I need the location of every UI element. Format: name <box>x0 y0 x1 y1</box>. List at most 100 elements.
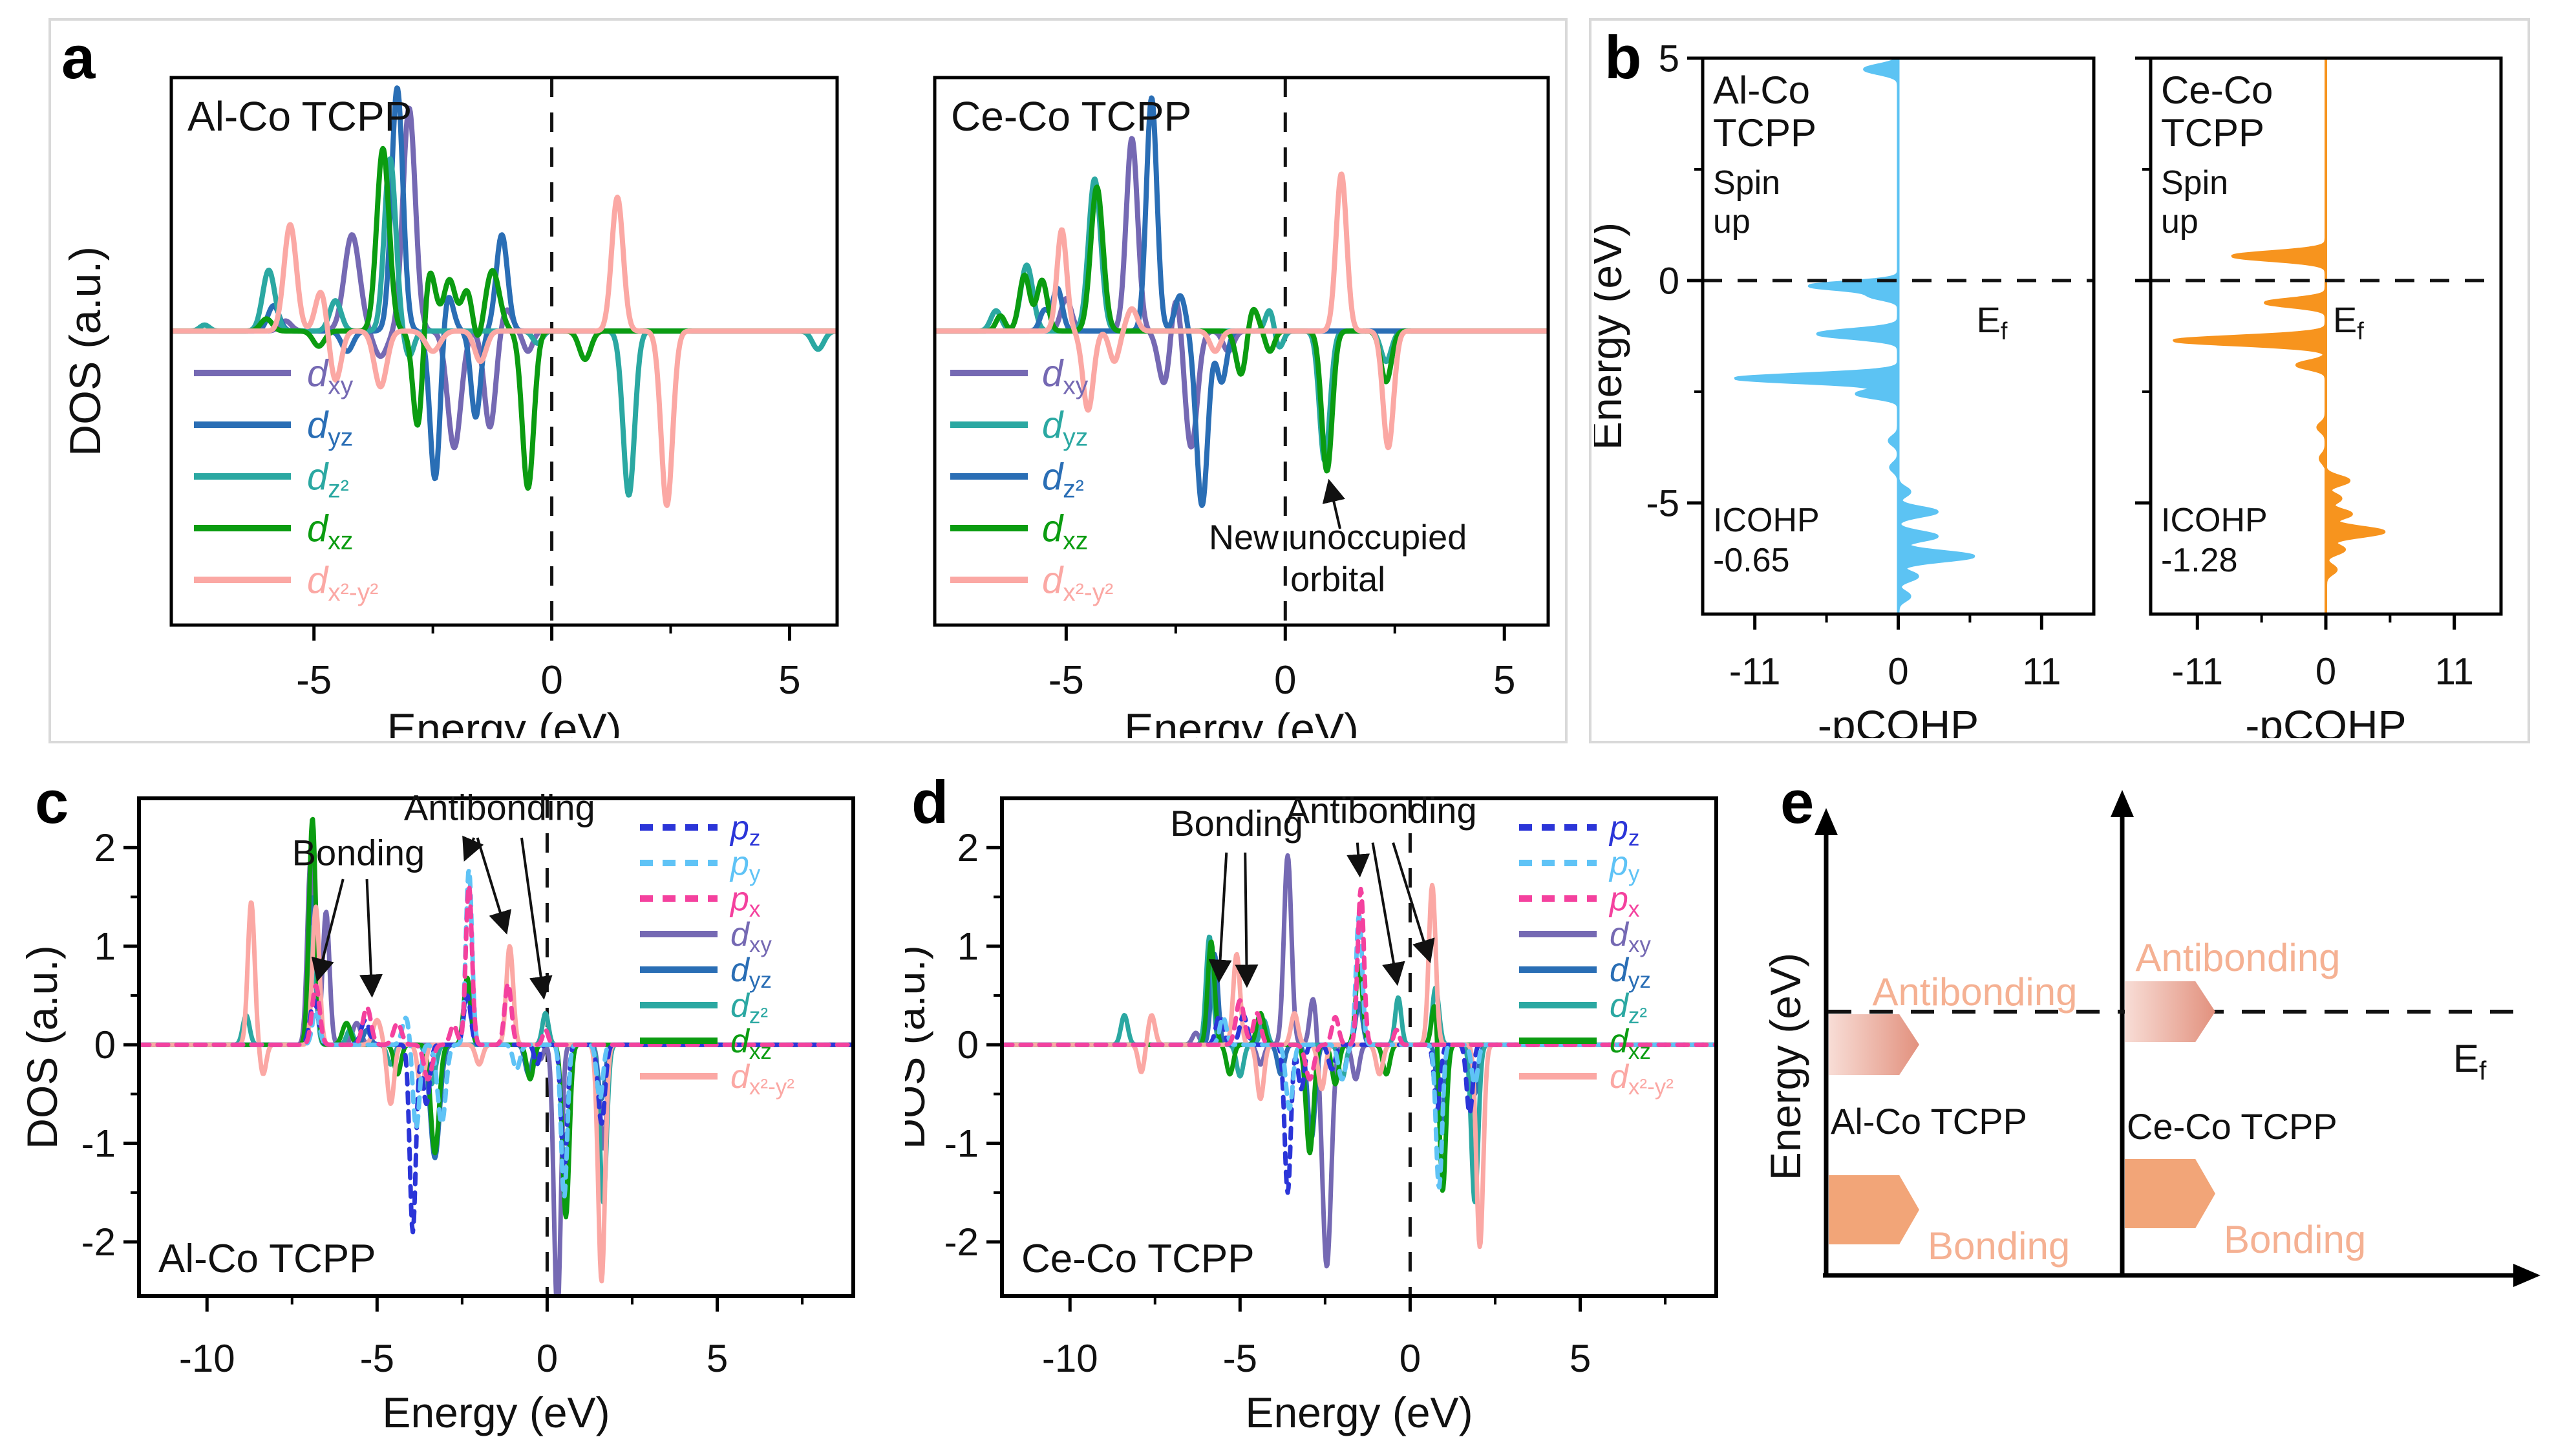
icohp-value: ICOHP <box>1713 502 1820 539</box>
axis-arrowhead <box>2111 790 2134 817</box>
legend-label: dx²-y² <box>730 1058 794 1100</box>
plot-title: Ce-Co TCPP <box>951 93 1191 140</box>
legend-item-d-xz: dxz <box>1519 1023 1651 1064</box>
annotation-text: orbital <box>1290 560 1385 599</box>
bonding-arrow <box>1829 1175 1919 1244</box>
material-label: Ce-Co TCPP <box>2127 1106 2337 1147</box>
x-tick-label: 11 <box>2435 650 2474 692</box>
legend-item-d-x²-y²: dx²-y² <box>194 559 378 606</box>
y-axis-label: Energy (eV) <box>1594 222 1630 450</box>
legend-item-d-xz: dxz <box>950 507 1088 555</box>
pdos-chart-ce-co: -5 0 5 Energy (eV) Ce-Co TCPP dxy dyz dz²dxzdx²… <box>933 76 1550 738</box>
annotation-arrow <box>462 835 484 862</box>
curve-d-x²-y² <box>171 195 837 508</box>
y-tick-label: -2 <box>944 1220 979 1264</box>
y-tick-label: 1 <box>94 925 116 968</box>
annotation-arrow <box>311 878 345 983</box>
legend-label: dyz <box>1042 404 1088 451</box>
legend-item-p-x: px <box>1519 880 1640 922</box>
legend-item-d-xy: dxy <box>194 352 354 399</box>
y-tick-label: -2 <box>81 1220 116 1264</box>
fermi-label: Ef <box>2453 1037 2487 1085</box>
legend-label: dxy <box>307 352 354 399</box>
pdos-chart-al-co: -5 0 5 Energy (eV) DOS (a.u.) Al-Co TCPP dxy dy… <box>61 76 839 738</box>
annotation-arrow <box>359 878 383 998</box>
legend-label: dxy <box>1610 916 1651 957</box>
curve-p-x <box>1002 886 1716 1081</box>
plot-area <box>1002 798 1716 1296</box>
legend-label: py <box>729 845 761 886</box>
panel-a-pdos: a -5 0 5 Energy (eV) DOS (a.u.) Al-Co TCPP dxy… <box>48 18 1568 743</box>
axis-arrowhead <box>1815 808 1838 835</box>
legend-item-p-y: py <box>640 845 761 886</box>
panel-b-cohp: b -11 0 11 5 0 -5 -pCOHP Energy (eV) Al-Co TCPP Sp… <box>1589 18 2530 743</box>
annotation-arrow <box>1347 842 1370 878</box>
legend-label: dxy <box>1042 352 1089 399</box>
annotation-arrow <box>1322 478 1345 529</box>
x-axis-label: Energy (eV) <box>382 1389 610 1436</box>
legend-item-d-xy: dxy <box>1519 916 1651 957</box>
curve-d-z² <box>935 95 1548 508</box>
legend-item-p-x: px <box>640 880 761 922</box>
bonding-label: Bonding <box>1928 1224 2070 1268</box>
plot-area <box>171 78 837 625</box>
legend-item-d-x²-y²: dx²-y² <box>950 559 1113 606</box>
x-axis-label: -pCOHP <box>2245 701 2406 738</box>
x-tick-label: -11 <box>2172 650 2224 692</box>
plot-frame <box>169 76 839 627</box>
legend-label: dyz <box>307 404 353 451</box>
bonding-diagram: Ef Energy (eV) Antibonding Al-Co TCPP Bondin… <box>1762 790 2540 1287</box>
annotation-text: Antibonding <box>404 787 595 828</box>
panel-d-letter: d <box>911 768 949 836</box>
x-tick-label: 0 <box>540 658 562 703</box>
cohp-profile <box>1734 58 1975 614</box>
material-label: Al-Co TCPP <box>1831 1101 2027 1142</box>
x-tick-label: 0 <box>1274 658 1296 703</box>
y-tick-label: 0 <box>1659 260 1679 302</box>
x-tick-label: -11 <box>1729 650 1781 692</box>
plot-frame <box>933 76 1550 627</box>
y-tick-label: 2 <box>957 826 979 869</box>
x-tick-label: 5 <box>1493 658 1515 703</box>
annotation-arrow <box>476 837 512 935</box>
x-tick-label: 0 <box>2315 650 2336 692</box>
x-tick-label: -5 <box>360 1337 394 1380</box>
plot-title: TCPP <box>1713 111 1816 154</box>
axis-arrowhead <box>2513 1264 2540 1287</box>
bonding-label: Bonding <box>2224 1218 2366 1261</box>
plot-title: Al-Co TCPP <box>187 93 412 140</box>
x-tick-label: 0 <box>1400 1337 1421 1380</box>
legend-item-d-xy: dxy <box>640 916 772 957</box>
icohp-value: -1.28 <box>2161 542 2238 579</box>
pdos-pd-chart-ce-co: -10 -5 0 5 2 1 0 -1 -2 Energy (eV) DOS (a.u.) Ce-Co… <box>905 790 1718 1436</box>
y-tick-label: -1 <box>944 1122 979 1166</box>
x-tick-label: -5 <box>1048 658 1084 703</box>
legend-label: dxz <box>1042 507 1088 555</box>
annotation-text: Bonding <box>292 833 425 873</box>
legend-label: dx²-y² <box>1042 559 1113 606</box>
legend-label: dyz <box>730 952 772 993</box>
plot-area <box>1703 58 2094 614</box>
y-axis-label: DOS (a.u.) <box>905 945 933 1149</box>
annotation-arrow <box>1235 852 1259 988</box>
annotation-text: Bonding <box>1170 803 1303 844</box>
y-tick-label: -5 <box>1646 482 1679 524</box>
curve-d-xz <box>171 145 837 491</box>
spin-label: up <box>1713 203 1751 240</box>
panel-a-letter: a <box>61 23 96 91</box>
x-tick-label: 5 <box>778 658 800 703</box>
icohp-value: -0.65 <box>1713 542 1790 579</box>
annotation-text: Antibonding <box>1286 790 1477 831</box>
legend-item-d-yz: dyz <box>950 404 1088 451</box>
plot-frame <box>137 796 855 1298</box>
x-tick-label: -10 <box>1042 1337 1098 1380</box>
antibonding-label: Antibonding <box>1873 970 2078 1014</box>
x-tick-label: 0 <box>537 1337 558 1380</box>
legend-item-d-yz: dyz <box>640 952 772 993</box>
y-tick-label: 5 <box>1659 37 1679 80</box>
y-tick-label: 2 <box>94 826 116 869</box>
x-axis-label: Energy (eV) <box>1245 1389 1473 1436</box>
legend-item-d-z²: dz² <box>950 456 1084 503</box>
